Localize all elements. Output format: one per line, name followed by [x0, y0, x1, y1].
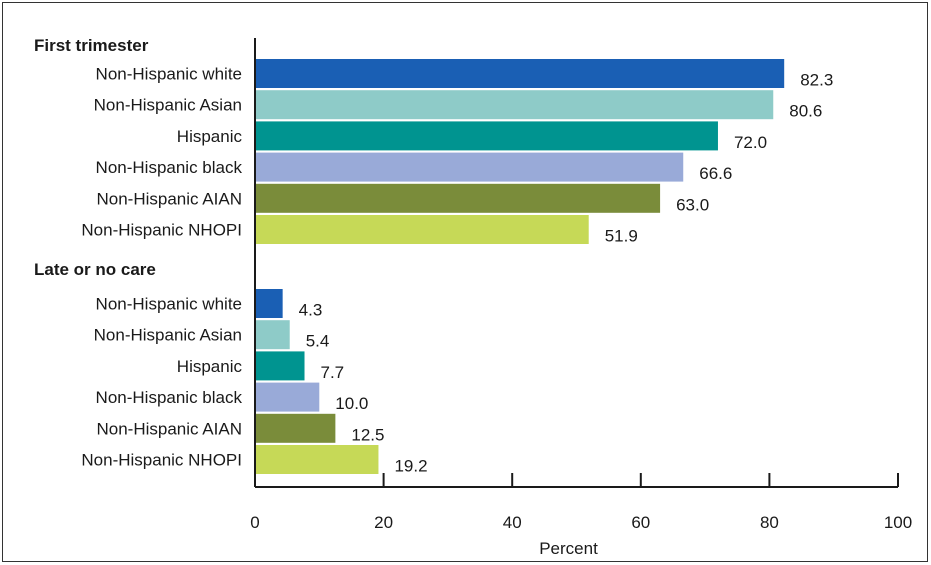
group-title: First trimester [34, 36, 149, 55]
value-label: 12.5 [351, 425, 384, 444]
value-label: 82.3 [800, 71, 833, 90]
bar [255, 289, 283, 318]
value-label: 10.0 [335, 394, 368, 413]
category-label: Hispanic [177, 127, 243, 146]
bar [255, 59, 785, 88]
bar [255, 445, 379, 474]
value-label: 66.6 [699, 164, 732, 183]
bar [255, 152, 684, 182]
bar [255, 90, 774, 120]
x-tick-label: 100 [884, 513, 912, 532]
category-label: Non-Hispanic white [96, 65, 242, 84]
value-label: 80.6 [789, 102, 822, 121]
bar [255, 183, 661, 213]
bar [255, 382, 320, 412]
bar [255, 413, 336, 443]
category-label: Non-Hispanic AIAN [96, 189, 242, 208]
category-label: Non-Hispanic AIAN [96, 419, 242, 438]
value-label: 5.4 [306, 332, 330, 351]
value-label: 72.0 [734, 133, 767, 152]
value-label: 63.0 [676, 195, 709, 214]
bar [255, 351, 305, 381]
group-title: Late or no care [34, 260, 156, 279]
x-tick-label: 0 [250, 513, 259, 532]
category-label: Non-Hispanic black [96, 388, 243, 407]
category-label: Non-Hispanic Asian [94, 96, 242, 115]
category-label: Non-Hispanic NHOPI [81, 451, 242, 470]
value-label: 7.7 [321, 363, 345, 382]
bar [255, 121, 718, 151]
category-label: Non-Hispanic white [96, 295, 242, 314]
x-tick-label: 40 [503, 513, 522, 532]
value-label: 19.2 [394, 457, 427, 476]
x-tick-label: 60 [631, 513, 650, 532]
bar [255, 320, 290, 350]
x-axis-title: Percent [539, 539, 598, 558]
x-tick-label: 20 [374, 513, 393, 532]
category-label: Non-Hispanic black [96, 158, 243, 177]
value-label: 51.9 [605, 227, 638, 246]
category-label: Hispanic [177, 357, 243, 376]
value-label: 4.3 [299, 301, 323, 320]
bar [255, 215, 589, 244]
x-tick-label: 80 [760, 513, 779, 532]
category-label: Non-Hispanic NHOPI [81, 221, 242, 240]
category-label: Non-Hispanic Asian [94, 326, 242, 345]
